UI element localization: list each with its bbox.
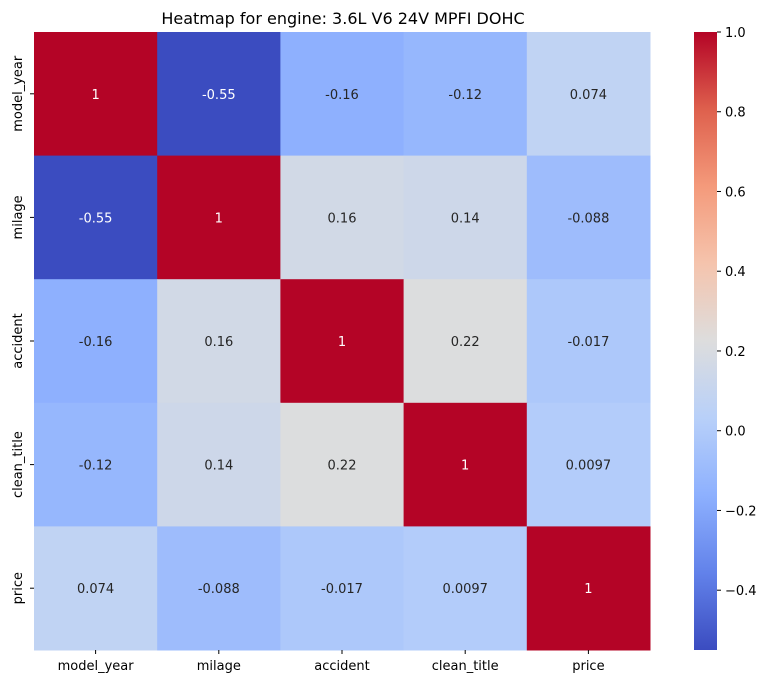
heatmap-cell bbox=[403, 32, 528, 157]
heatmap-cell bbox=[403, 279, 528, 404]
cell-value-label: -0.088 bbox=[567, 211, 609, 226]
heatmap-cell bbox=[157, 402, 281, 527]
cell-value-label: 0.22 bbox=[328, 459, 357, 474]
colorbar-tick-label: 0.8 bbox=[725, 106, 746, 121]
heatmap-cell bbox=[280, 279, 405, 404]
cell-value-label: 0.22 bbox=[451, 335, 480, 350]
heatmap-cell bbox=[280, 155, 405, 280]
colorbar-tick-label: 0.2 bbox=[725, 345, 746, 360]
x-tick-label: price bbox=[572, 659, 604, 674]
cell-value-label: 1 bbox=[338, 335, 346, 350]
cell-value-label: 0.0097 bbox=[442, 582, 488, 597]
heatmap-cell bbox=[403, 155, 528, 280]
cell-value-label: 1 bbox=[91, 88, 99, 103]
cell-value-label: 1 bbox=[461, 459, 469, 474]
cell-value-label: -0.088 bbox=[198, 582, 240, 597]
heatmap-cell bbox=[280, 526, 405, 651]
cell-value-label: -0.12 bbox=[448, 88, 482, 103]
colorbar-tick-label: −0.2 bbox=[725, 504, 757, 519]
x-axis: model_year milage accident clean_title price bbox=[58, 650, 605, 674]
colorbar-tick-label: 1.0 bbox=[725, 26, 746, 41]
heatmap-cell bbox=[34, 32, 158, 157]
heatmap-cell bbox=[157, 526, 281, 651]
colorbar: 1.0 0.8 0.6 0.4 0.2 0.0 −0.2 −0.4 bbox=[694, 26, 757, 650]
heatmap-cell bbox=[526, 526, 651, 651]
cell-value-label: 0.14 bbox=[204, 459, 233, 474]
colorbar-tick-label: 0.6 bbox=[725, 185, 746, 200]
heatmap-cell bbox=[34, 155, 158, 280]
heatmap-cell bbox=[34, 402, 158, 527]
cell-value-label: 0.16 bbox=[204, 335, 233, 350]
cell-value-label: -0.017 bbox=[567, 335, 609, 350]
heatmap-cell bbox=[526, 32, 651, 157]
y-tick-label: price bbox=[11, 572, 26, 604]
y-tick-label: milage bbox=[11, 195, 26, 239]
cell-value-label: 1 bbox=[584, 582, 592, 597]
heatmap-cell bbox=[157, 155, 281, 280]
cell-value-label: -0.16 bbox=[325, 88, 359, 103]
colorbar-tick-label: −0.4 bbox=[725, 584, 757, 599]
x-tick-label: milage bbox=[197, 659, 241, 674]
y-tick-label: clean_title bbox=[11, 431, 26, 498]
cell-value-label: 0.074 bbox=[77, 582, 114, 597]
cell-value-label: -0.55 bbox=[79, 211, 113, 226]
x-tick-label: clean_title bbox=[432, 659, 499, 674]
heatmap-cell bbox=[526, 402, 651, 527]
cell-value-label: 0.0097 bbox=[566, 459, 612, 474]
heatmap-cell bbox=[157, 32, 281, 157]
heatmap-cell-labels: 1 -0.55 -0.16 -0.12 0.074 -0.55 1 0.16 0.14 -0.08… bbox=[77, 88, 611, 597]
heatmap-cell bbox=[526, 279, 651, 404]
chart-title: Heatmap for engine: 3.6L V6 24V MPFI DOH… bbox=[161, 9, 524, 28]
heatmap-cell bbox=[280, 32, 405, 157]
heatmap-cell bbox=[280, 402, 405, 527]
heatmap-cell bbox=[403, 402, 528, 527]
heatmap-cell bbox=[157, 279, 281, 404]
y-tick-label: accident bbox=[11, 313, 26, 368]
x-tick-label: model_year bbox=[58, 659, 135, 674]
colorbar-gradient bbox=[694, 32, 717, 650]
colorbar-tick-label: 0.0 bbox=[725, 425, 746, 440]
cell-value-label: 0.14 bbox=[451, 211, 480, 226]
cell-value-label: -0.12 bbox=[79, 459, 113, 474]
cell-value-label: 0.074 bbox=[570, 88, 607, 103]
colorbar-tick-label: 0.4 bbox=[725, 265, 746, 280]
x-tick-label: accident bbox=[314, 659, 369, 674]
heatmap-cells bbox=[34, 32, 651, 651]
heatmap-cell bbox=[34, 526, 158, 651]
cell-value-label: -0.16 bbox=[79, 335, 113, 350]
cell-value-label: -0.017 bbox=[321, 582, 363, 597]
cell-value-label: 1 bbox=[215, 211, 223, 226]
y-tick-label: model_year bbox=[11, 55, 26, 132]
cell-value-label: -0.55 bbox=[202, 88, 236, 103]
heatmap-cell bbox=[526, 155, 651, 280]
cell-value-label: 0.16 bbox=[328, 211, 357, 226]
heatmap-cell bbox=[34, 279, 158, 404]
heatmap-cell bbox=[403, 526, 528, 651]
